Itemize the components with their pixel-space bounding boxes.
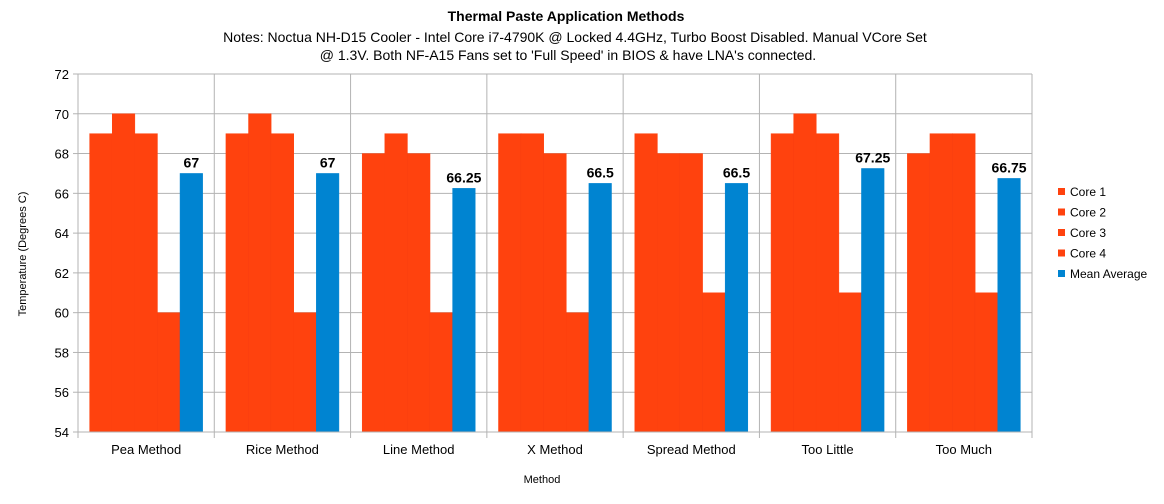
x-tick-label: Line Method: [383, 442, 455, 457]
mean-data-label: 66.5: [587, 164, 614, 180]
bar-core-3: [679, 153, 703, 433]
bar-core-4: [429, 312, 453, 433]
y-tick-label: 64: [55, 226, 69, 241]
bar-core-2: [248, 113, 272, 433]
bar-core-1: [361, 153, 386, 433]
mean-data-label: 66.25: [446, 169, 481, 185]
legend-label: Core 3: [1070, 226, 1106, 240]
bar-mean-average: [588, 183, 612, 433]
mean-data-label: 67: [184, 154, 200, 170]
mean-data-label: 67: [320, 154, 336, 170]
data-labels: 67 67 66.25 66.5 66.5 67.25 66.75: [184, 149, 1027, 185]
y-axis-title: Temperature (Degrees C): [17, 192, 29, 317]
bar-core-1: [89, 133, 113, 433]
x-axis-title: Method: [524, 474, 561, 486]
y-tick-label: 68: [55, 147, 69, 162]
bar-mean-average: [861, 168, 885, 433]
bar-core-1: [770, 133, 794, 433]
mean-data-label: 67.25: [855, 149, 890, 165]
mean-data-label: 66.5: [723, 164, 750, 180]
bar-core-1: [498, 133, 522, 433]
y-tick-label: 70: [55, 107, 69, 122]
bar-core-4: [702, 292, 726, 433]
legend-swatch: [1058, 229, 1065, 236]
legend-label: Core 4: [1070, 247, 1106, 261]
bar-core-2: [384, 133, 408, 433]
x-tick-label: Spread Method: [647, 442, 736, 457]
legend-swatch: [1058, 188, 1065, 195]
bar-mean-average: [179, 173, 203, 433]
chart-subtitle-line-1: Notes: Noctua NH-D15 Cooler - Intel Core…: [223, 29, 927, 45]
x-tick-label: X Method: [527, 442, 583, 457]
y-tick-label: 56: [55, 385, 69, 400]
mean-data-label: 66.75: [992, 159, 1027, 175]
x-tick-label: Too Little: [802, 442, 854, 457]
bar-mean-average: [997, 178, 1021, 433]
y-tick-label: 54: [55, 425, 69, 440]
bar-core-1: [634, 133, 658, 433]
bar-core-4: [566, 312, 590, 433]
x-tick-label: Rice Method: [246, 442, 319, 457]
y-tick-label: 72: [55, 67, 69, 82]
bar-core-3: [816, 133, 840, 433]
bar-core-4: [974, 292, 999, 433]
bar-core-4: [293, 312, 317, 433]
bar-core-2: [793, 113, 817, 433]
y-tick-label: 60: [55, 306, 69, 321]
legend: Core 1 Core 2 Core 3 Core 4 Mean Average: [1058, 185, 1147, 281]
bar-core-3: [134, 133, 158, 433]
x-tick-label: Too Much: [936, 442, 992, 457]
bar-core-4: [838, 292, 862, 433]
axes: 54 56 58 60 62 64 66 68 70 72 Pea Method Rice Metho…: [55, 67, 1032, 457]
bar-mean-average: [316, 173, 340, 433]
bar-core-3: [952, 133, 976, 433]
y-tick-label: 62: [55, 266, 69, 281]
y-tick-label: 66: [55, 186, 69, 201]
bar-core-2: [657, 153, 681, 433]
y-tick-label: 58: [55, 345, 69, 360]
legend-label: Core 1: [1070, 185, 1106, 199]
legend-label: Core 2: [1070, 206, 1106, 220]
bar-core-2: [929, 133, 953, 433]
bar-mean-average: [724, 183, 749, 433]
bar-core-4: [157, 312, 181, 433]
bar-core-2: [111, 113, 136, 433]
chart-title: Thermal Paste Application Methods: [448, 8, 685, 24]
bar-mean-average: [452, 188, 476, 433]
bar-core-3: [270, 133, 294, 433]
bar-core-1: [907, 153, 931, 433]
legend-swatch: [1058, 208, 1065, 216]
bar-core-3: [543, 153, 567, 433]
legend-swatch: [1058, 270, 1065, 277]
legend-label: Mean Average: [1070, 267, 1147, 281]
chart-subtitle-line-2: @ 1.3V. Both NF-A15 Fans set to 'Full Sp…: [320, 47, 816, 63]
bar-core-2: [520, 133, 544, 433]
bar-core-3: [407, 153, 431, 433]
legend-swatch: [1058, 249, 1065, 257]
bar-core-1: [225, 133, 249, 433]
x-tick-label: Pea Method: [111, 442, 181, 457]
